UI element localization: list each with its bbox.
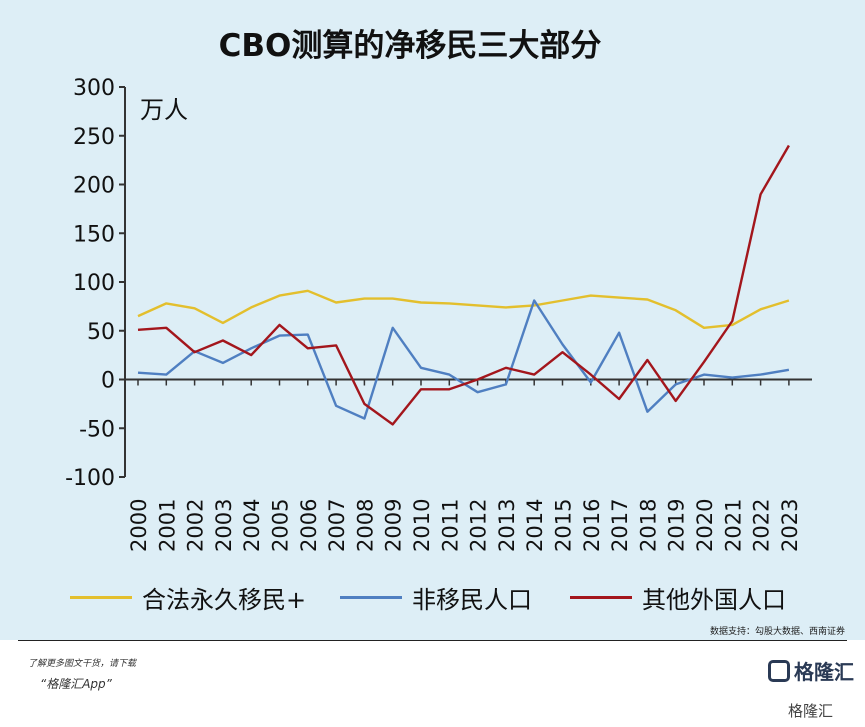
- chart-panel: CBO测算的净移民三大部分 300 250 200 150 100 50 0 -50 -100 万…: [0, 0, 865, 640]
- legend-item: 合法永久移民+: [70, 580, 306, 614]
- y-tick-label: -100: [65, 466, 115, 491]
- chart-title: CBO测算的净移民三大部分: [218, 28, 602, 64]
- download-hint: 了解更多图文干货，请下载: [28, 659, 137, 669]
- y-tick-label: -50: [79, 417, 115, 442]
- x-tick-label: 2000: [127, 499, 151, 552]
- legend-label: 非移民人口: [412, 585, 532, 614]
- y-tick-label: 150: [73, 222, 115, 247]
- x-tick-label: 2002: [184, 499, 208, 552]
- legend-item: 非移民人口: [340, 580, 532, 614]
- y-tick-label: 0: [101, 369, 115, 394]
- x-tick-label: 2020: [693, 499, 717, 552]
- x-tick-label: 2014: [523, 499, 547, 552]
- x-tick-label: 2022: [750, 499, 774, 552]
- legend-label: 合法永久移民+: [142, 585, 307, 614]
- legend-swatch: [340, 595, 402, 599]
- x-tick-label: 2013: [495, 499, 519, 552]
- y-tick-label: 250: [73, 125, 115, 150]
- x-tick-label: 2011: [438, 499, 462, 552]
- x-tick-label: 2023: [778, 499, 802, 552]
- x-tick-label: 2009: [382, 499, 406, 552]
- x-tick-label: 2010: [410, 499, 434, 552]
- y-tick-label: 50: [87, 320, 115, 345]
- x-tick-label: 2018: [636, 499, 660, 552]
- x-tick-label: 2006: [297, 499, 321, 552]
- x-tick-label: 2021: [721, 499, 745, 552]
- series-line-1: [137, 289, 790, 329]
- x-tick-label: 2012: [467, 499, 491, 552]
- app-name: “格隆汇App”: [40, 677, 112, 691]
- x-tick-label: 2001: [155, 499, 179, 552]
- x-tick-label: 2016: [580, 499, 604, 552]
- x-tick-label: 2017: [608, 499, 632, 552]
- y-tick-label: 300: [73, 76, 115, 101]
- x-tick-label: 2015: [552, 499, 576, 552]
- brand-watermark: 格隆汇: [788, 702, 834, 720]
- brand-name: 格隆汇: [794, 660, 854, 684]
- x-tick-label: 2005: [269, 499, 293, 552]
- source-note: 数据支持：勾股大数据、西南证券: [709, 627, 845, 637]
- x-tick-label: 2007: [325, 499, 349, 552]
- legend: 合法永久移民+ 非移民人口 其他外国人口: [70, 580, 830, 614]
- legend-label: 其他外国人口: [642, 585, 786, 614]
- y-unit-label: 万人: [140, 96, 188, 124]
- legend-swatch: [70, 595, 132, 599]
- brand-logo-icon: [768, 659, 790, 682]
- legend-item: 其他外国人口: [570, 580, 786, 614]
- footer-divider: [18, 640, 847, 641]
- y-tick-label: 200: [73, 174, 115, 199]
- x-tick-label: 2019: [665, 499, 689, 552]
- x-tick-label: 2004: [240, 499, 264, 552]
- legend-swatch: [570, 595, 632, 599]
- brand-logo: 格隆汇: [768, 656, 854, 685]
- x-tick-label: 2003: [212, 499, 236, 552]
- x-tick-label: 2008: [353, 499, 377, 552]
- series-line-2: [137, 299, 790, 420]
- series-line-3: [137, 144, 790, 426]
- y-tick-label: 100: [73, 271, 115, 296]
